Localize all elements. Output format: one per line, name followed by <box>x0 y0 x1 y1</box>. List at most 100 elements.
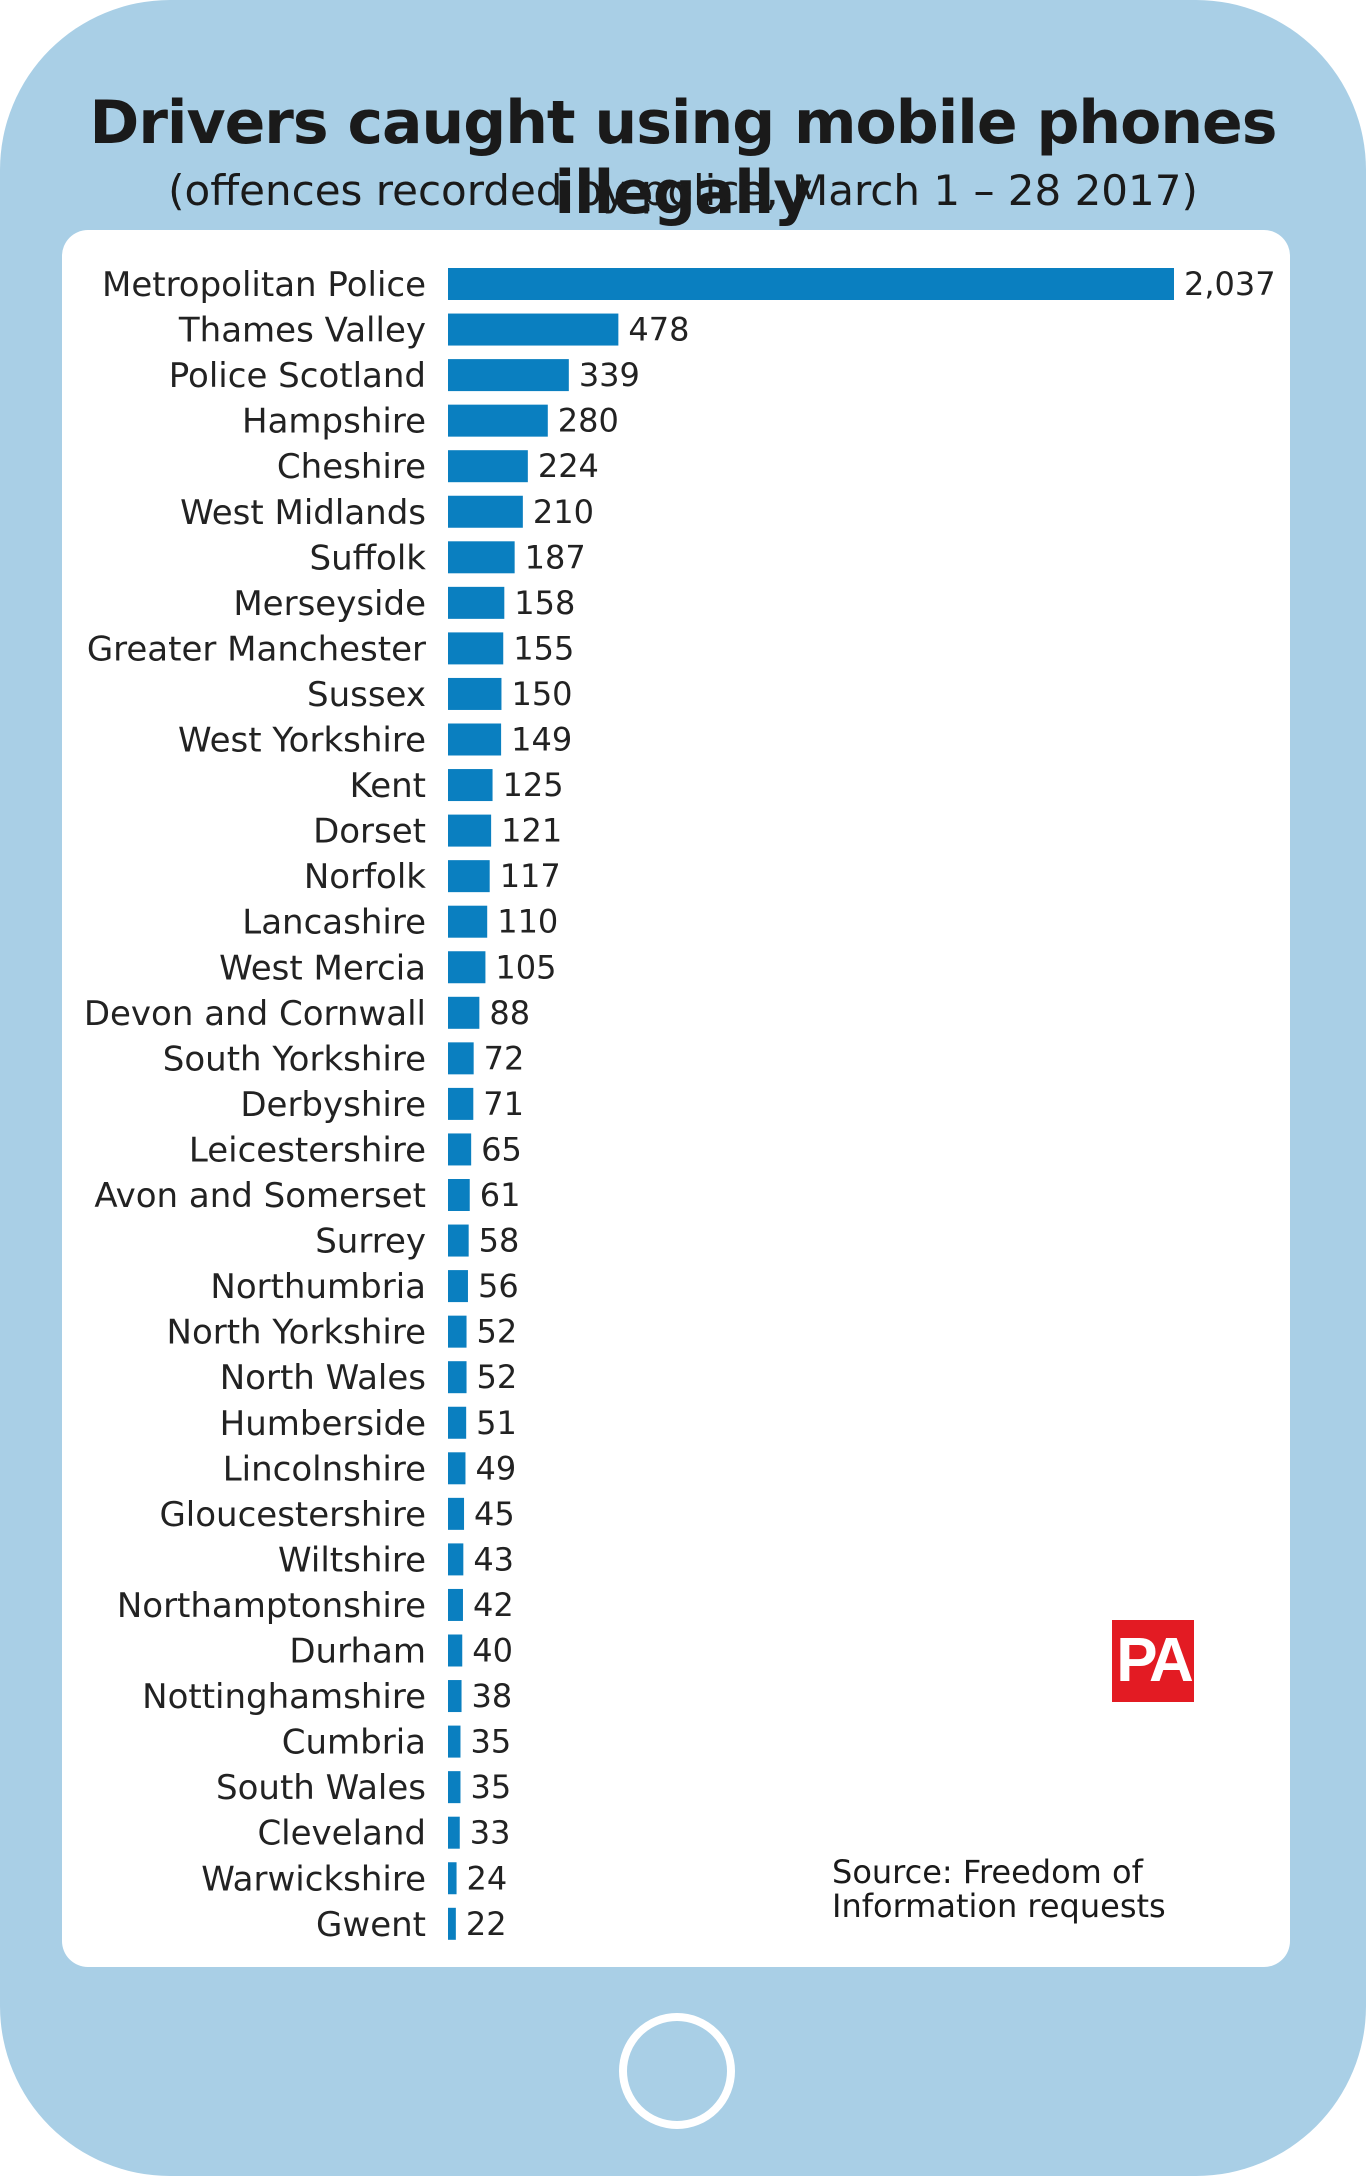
category-label: South Yorkshire <box>163 1039 426 1079</box>
bar <box>448 495 523 528</box>
value-label: 155 <box>513 629 574 667</box>
value-label: 35 <box>470 1768 511 1806</box>
value-label: 38 <box>472 1677 513 1715</box>
value-label: 339 <box>579 356 640 394</box>
category-label: South Wales <box>216 1768 426 1808</box>
bar <box>448 404 548 437</box>
value-label: 187 <box>525 538 586 576</box>
category-label: Devon and Cornwall <box>84 994 426 1034</box>
category-label: Cleveland <box>257 1814 426 1854</box>
bar <box>448 723 502 756</box>
value-label: 71 <box>483 1085 524 1123</box>
category-label: West Mercia <box>219 948 426 988</box>
value-label: 150 <box>511 675 572 713</box>
value-label: 42 <box>473 1586 514 1624</box>
bar <box>448 677 502 710</box>
bar <box>448 450 528 483</box>
category-label: North Wales <box>220 1358 426 1398</box>
value-label: 72 <box>484 1039 525 1077</box>
bar <box>448 268 1174 300</box>
bar <box>448 1725 461 1758</box>
bar <box>448 632 504 665</box>
value-label: 478 <box>628 311 689 349</box>
value-label: 88 <box>489 994 530 1032</box>
bar <box>448 1042 474 1075</box>
bar <box>448 541 515 574</box>
bar <box>448 313 619 346</box>
bar <box>448 1133 472 1166</box>
bar <box>448 1634 463 1667</box>
bar <box>448 1771 461 1804</box>
value-label: 52 <box>477 1313 518 1351</box>
value-label: 2,037 <box>1184 265 1276 303</box>
value-label: 49 <box>475 1449 516 1487</box>
category-label: West Yorkshire <box>178 721 426 761</box>
chart-subtitle: (offences recorded by police, March 1 – … <box>168 166 1198 215</box>
value-label: 121 <box>501 812 562 850</box>
category-label: Greater Manchester <box>87 629 426 669</box>
category-label: Gloucestershire <box>159 1495 426 1535</box>
value-label: 56 <box>478 1267 519 1305</box>
bar <box>448 814 492 847</box>
category-label: Lincolnshire <box>223 1449 426 1489</box>
bar <box>448 1497 465 1530</box>
bar <box>448 1588 463 1621</box>
pa-logo: PA <box>1112 1620 1194 1702</box>
bar <box>448 1406 467 1439</box>
bar <box>448 1361 467 1394</box>
bar <box>448 996 480 1029</box>
category-label: Northumbria <box>210 1267 426 1307</box>
bar <box>448 586 505 619</box>
category-label: West Midlands <box>180 493 426 533</box>
category-label: Surrey <box>315 1222 426 1262</box>
bar <box>448 951 486 984</box>
category-label: Kent <box>350 766 426 806</box>
bar-chart: Metropolitan Police 2,037 Thames Valley 478… <box>84 265 1276 1945</box>
category-label: Derbyshire <box>240 1085 426 1125</box>
category-label: Norfolk <box>304 857 426 897</box>
value-label: 45 <box>474 1495 515 1533</box>
source-note: Source: Freedom of Information requests <box>832 1853 1166 1925</box>
category-label: Gwent <box>316 1905 426 1945</box>
value-label: 43 <box>473 1540 514 1578</box>
value-label: 125 <box>503 766 564 804</box>
chart-title: Drivers caught using mobile phones illeg… <box>89 88 1278 228</box>
value-label: 224 <box>538 447 599 485</box>
phone-screen: Metropolitan Police 2,037 Thames Valley 478… <box>62 230 1290 1967</box>
bar <box>448 359 569 392</box>
value-label: 22 <box>466 1905 507 1943</box>
bar <box>448 905 488 938</box>
bar <box>448 1179 470 1211</box>
bar <box>448 1270 468 1303</box>
category-label: Metropolitan Police <box>102 265 426 305</box>
value-label: 52 <box>477 1358 518 1396</box>
category-label: Avon and Somerset <box>94 1176 426 1216</box>
category-label: Dorset <box>313 812 426 852</box>
bar <box>448 1816 460 1849</box>
category-label: Suffolk <box>310 538 427 578</box>
category-label: Police Scotland <box>169 356 426 396</box>
value-label: 40 <box>472 1632 513 1670</box>
category-label: Northamptonshire <box>117 1586 426 1626</box>
home-button <box>619 2013 735 2129</box>
category-label: Wiltshire <box>278 1540 426 1580</box>
bar <box>448 1224 469 1257</box>
bar <box>448 1315 467 1348</box>
value-label: 105 <box>495 948 556 986</box>
category-label: Cheshire <box>277 447 426 487</box>
value-label: 51 <box>476 1404 517 1442</box>
value-label: 35 <box>470 1723 511 1761</box>
category-label: Hampshire <box>242 402 426 442</box>
category-label: Warwickshire <box>201 1859 426 1899</box>
category-label: Sussex <box>307 675 426 715</box>
category-label: North Yorkshire <box>167 1313 426 1353</box>
bar <box>448 1087 474 1120</box>
value-label: 110 <box>497 903 558 941</box>
bar <box>448 1543 464 1576</box>
value-label: 117 <box>500 857 561 895</box>
bar <box>448 1907 456 1940</box>
value-label: 33 <box>470 1814 511 1852</box>
bar <box>448 1452 466 1485</box>
category-label: Lancashire <box>242 903 426 943</box>
value-label: 58 <box>479 1222 520 1260</box>
